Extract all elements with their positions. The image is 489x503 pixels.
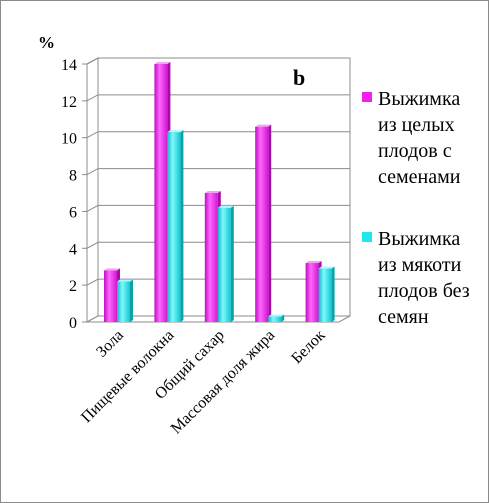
bar-top [305,261,322,264]
bar-top [154,62,171,64]
legend-swatch [362,92,372,102]
bar-front [117,281,130,322]
bar-side [331,266,335,322]
bar-front [204,193,218,322]
bar-top [117,279,133,282]
y-tick-label: 0 [69,315,77,332]
bar-front [104,270,117,322]
panel-label: b [293,65,305,90]
bar [167,130,184,322]
legend-item: Выжимка из мякоти плодов без семян [362,228,470,328]
x-category-label: Белок [288,327,328,367]
y-tick-label: 8 [69,168,77,185]
bar-front [318,268,332,322]
legend-label: Выжимка из мякоти плодов без семян [378,228,470,328]
bar-top [167,130,184,133]
y-tick-label: 2 [69,278,77,295]
bar-top [217,205,234,208]
legend-swatch [362,232,372,242]
bar-front [217,207,231,322]
y-tick-label: 6 [69,204,77,221]
bar [255,124,272,323]
y-tick-label: 10 [61,131,77,148]
y-tick-label: 12 [61,94,77,111]
y-tick-label: 4 [69,241,77,258]
bar [117,279,133,322]
legend: Выжимка из целых плодов с семенами Выжимка из… [362,88,470,328]
bar-front [167,132,181,322]
bar-top [268,314,285,317]
x-category-label: Пищевые волокна [78,327,177,426]
x-category-label: Зола [93,327,127,361]
bar [217,205,234,322]
bars [104,62,335,323]
bar-front [154,64,168,322]
bar-top [104,268,120,271]
bar [268,314,285,322]
bar-top [204,191,221,193]
bar-side [281,314,285,322]
bar-side [130,279,133,322]
bar-top [255,124,272,127]
bar-side [268,124,272,323]
bar-side [230,205,234,322]
y-tick-labels: 0 2 4 6 8 10 12 14 [61,57,77,332]
legend-label: Выжимка из целых плодов с семенами [378,88,461,188]
bar-front [255,126,269,323]
bar-front [305,263,319,322]
gridline [86,94,350,102]
y-axis-unit-label: % [38,33,55,52]
bar [318,266,335,322]
legend-item: Выжимка из целых плодов с семенами [362,88,461,188]
bar-side [180,130,184,322]
bar-top [318,266,335,269]
bar-front [268,316,282,322]
y-tick-label: 14 [61,57,77,74]
gridline [86,57,350,65]
